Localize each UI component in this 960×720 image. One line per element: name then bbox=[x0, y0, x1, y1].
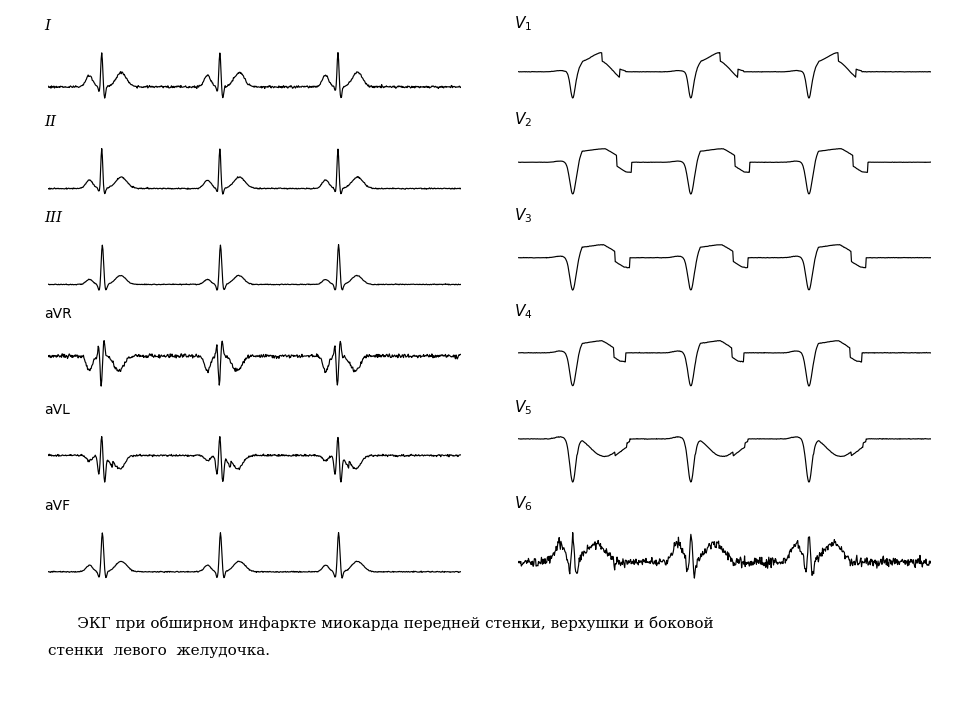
Text: стенки  левого  желудочка.: стенки левого желудочка. bbox=[48, 644, 270, 658]
Text: II: II bbox=[44, 115, 56, 129]
Text: $V_2$: $V_2$ bbox=[515, 110, 533, 129]
Text: $V_1$: $V_1$ bbox=[515, 14, 533, 33]
Text: $V_4$: $V_4$ bbox=[515, 302, 533, 321]
Text: I: I bbox=[44, 19, 50, 33]
Text: $V_5$: $V_5$ bbox=[515, 398, 533, 417]
Text: III: III bbox=[44, 211, 61, 225]
Text: ЭКГ при обширном инфаркте миокарда передней стенки, верхушки и боковой: ЭКГ при обширном инфаркте миокарда перед… bbox=[48, 616, 713, 631]
Text: aVR: aVR bbox=[44, 307, 72, 321]
Text: $V_3$: $V_3$ bbox=[515, 207, 533, 225]
Text: $V_6$: $V_6$ bbox=[515, 495, 533, 513]
Text: aVL: aVL bbox=[44, 403, 70, 417]
Text: aVF: aVF bbox=[44, 499, 70, 513]
